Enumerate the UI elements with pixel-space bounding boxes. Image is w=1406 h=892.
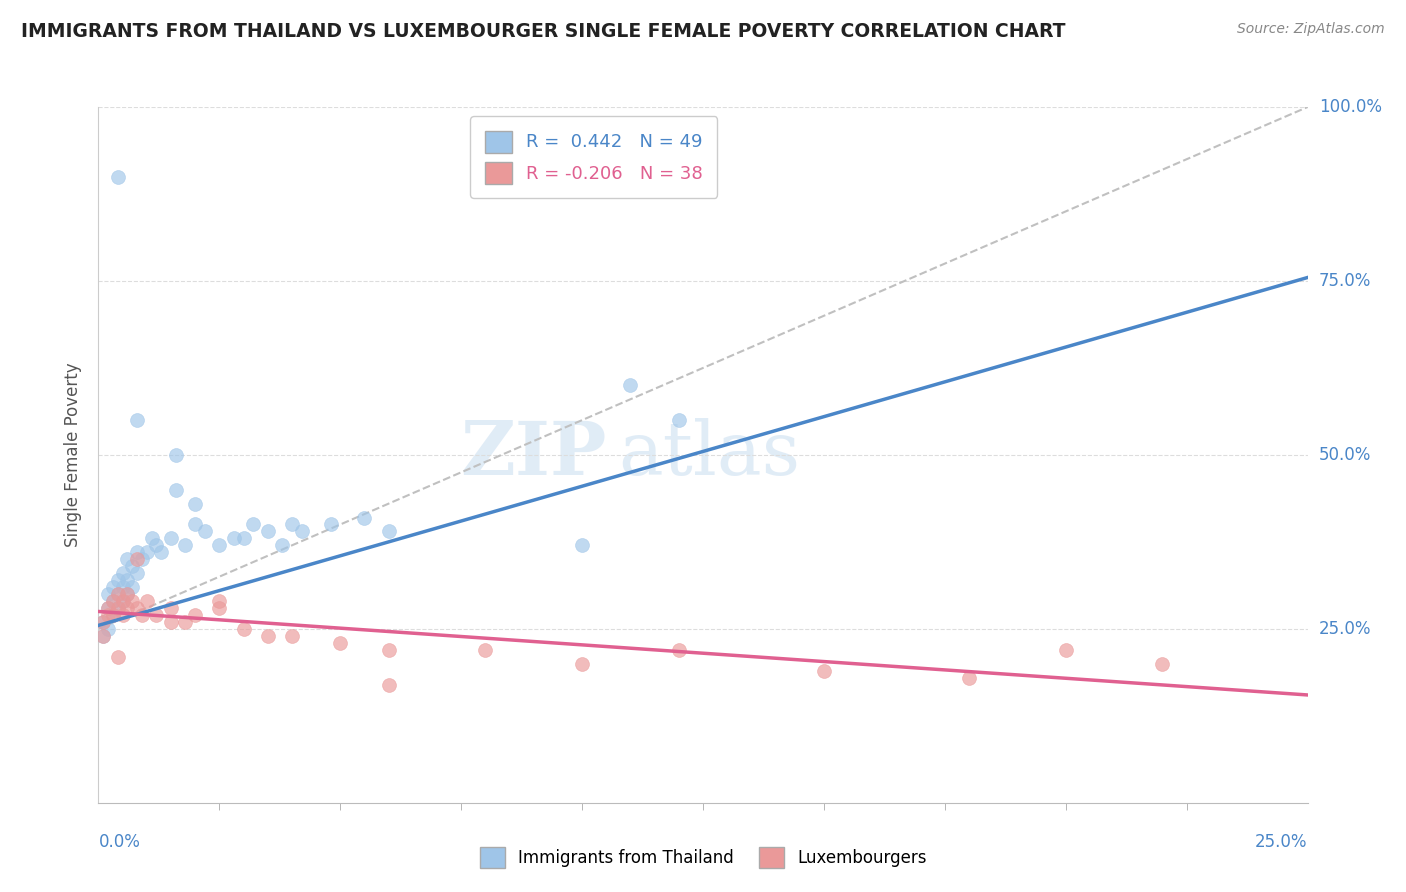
Point — [97, 587, 120, 601]
Point — [101, 580, 124, 594]
Point — [101, 594, 124, 608]
Point — [571, 538, 593, 552]
Point — [91, 629, 114, 643]
Point — [97, 607, 120, 622]
Text: 25.0%: 25.0% — [1319, 620, 1371, 638]
Point — [97, 622, 120, 636]
Text: atlas: atlas — [619, 418, 800, 491]
Text: 25.0%: 25.0% — [1256, 833, 1308, 851]
Point — [107, 573, 129, 587]
Point — [256, 524, 278, 539]
Text: IMMIGRANTS FROM THAILAND VS LUXEMBOURGER SINGLE FEMALE POVERTY CORRELATION CHART: IMMIGRANTS FROM THAILAND VS LUXEMBOURGER… — [21, 22, 1066, 41]
Point — [127, 545, 149, 559]
Point — [232, 532, 254, 546]
Point — [121, 594, 143, 608]
Point — [97, 601, 120, 615]
Point — [281, 629, 304, 643]
Point — [91, 615, 114, 629]
Point — [194, 524, 217, 539]
Point — [121, 559, 143, 574]
Point — [135, 545, 157, 559]
Point — [145, 607, 167, 622]
Point — [107, 587, 129, 601]
Point — [101, 607, 124, 622]
Point — [107, 649, 129, 664]
Text: 50.0%: 50.0% — [1319, 446, 1371, 464]
Point — [174, 538, 197, 552]
Point — [117, 587, 139, 601]
Point — [107, 601, 129, 615]
Point — [957, 671, 980, 685]
Point — [271, 538, 294, 552]
Point — [107, 169, 129, 184]
Y-axis label: Single Female Poverty: Single Female Poverty — [65, 363, 83, 547]
Point — [91, 615, 114, 629]
Point — [377, 677, 399, 691]
Point — [135, 594, 157, 608]
Text: 100.0%: 100.0% — [1319, 98, 1382, 116]
Point — [117, 552, 139, 566]
Point — [813, 664, 835, 678]
Point — [208, 594, 231, 608]
Point — [160, 601, 183, 615]
Point — [668, 413, 690, 427]
Point — [353, 510, 375, 524]
Text: Source: ZipAtlas.com: Source: ZipAtlas.com — [1237, 22, 1385, 37]
Point — [174, 615, 197, 629]
Point — [165, 483, 187, 497]
Legend: Immigrants from Thailand, Luxembourgers: Immigrants from Thailand, Luxembourgers — [472, 841, 934, 874]
Point — [111, 594, 134, 608]
Point — [208, 538, 231, 552]
Point — [131, 607, 153, 622]
Point — [377, 524, 399, 539]
Point — [290, 524, 312, 539]
Point — [1054, 642, 1077, 657]
Point — [208, 601, 231, 615]
Point — [127, 601, 149, 615]
Point — [131, 552, 153, 566]
Point — [111, 566, 134, 581]
Point — [111, 580, 134, 594]
Point — [97, 601, 120, 615]
Point — [242, 517, 264, 532]
Point — [377, 642, 399, 657]
Point — [101, 594, 124, 608]
Point — [329, 636, 352, 650]
Point — [184, 517, 207, 532]
Point — [121, 580, 143, 594]
Text: 75.0%: 75.0% — [1319, 272, 1371, 290]
Point — [474, 642, 496, 657]
Point — [319, 517, 342, 532]
Point — [145, 538, 167, 552]
Point — [117, 601, 139, 615]
Point — [281, 517, 304, 532]
Point — [117, 573, 139, 587]
Point — [571, 657, 593, 671]
Point — [160, 615, 183, 629]
Point — [150, 545, 173, 559]
Point — [127, 552, 149, 566]
Point — [160, 532, 183, 546]
Point — [256, 629, 278, 643]
Text: ZIP: ZIP — [460, 418, 606, 491]
Point — [184, 497, 207, 511]
Point — [107, 601, 129, 615]
Point — [1152, 657, 1174, 671]
Point — [232, 622, 254, 636]
Point — [668, 642, 690, 657]
Point — [127, 413, 149, 427]
Point — [184, 607, 207, 622]
Point — [111, 607, 134, 622]
Point — [127, 566, 149, 581]
Point — [117, 587, 139, 601]
Point — [91, 629, 114, 643]
Point — [222, 532, 245, 546]
Point — [101, 607, 124, 622]
Text: 0.0%: 0.0% — [98, 833, 141, 851]
Point — [141, 532, 163, 546]
Point — [111, 594, 134, 608]
Point — [165, 448, 187, 462]
Point — [107, 587, 129, 601]
Point — [619, 378, 641, 392]
